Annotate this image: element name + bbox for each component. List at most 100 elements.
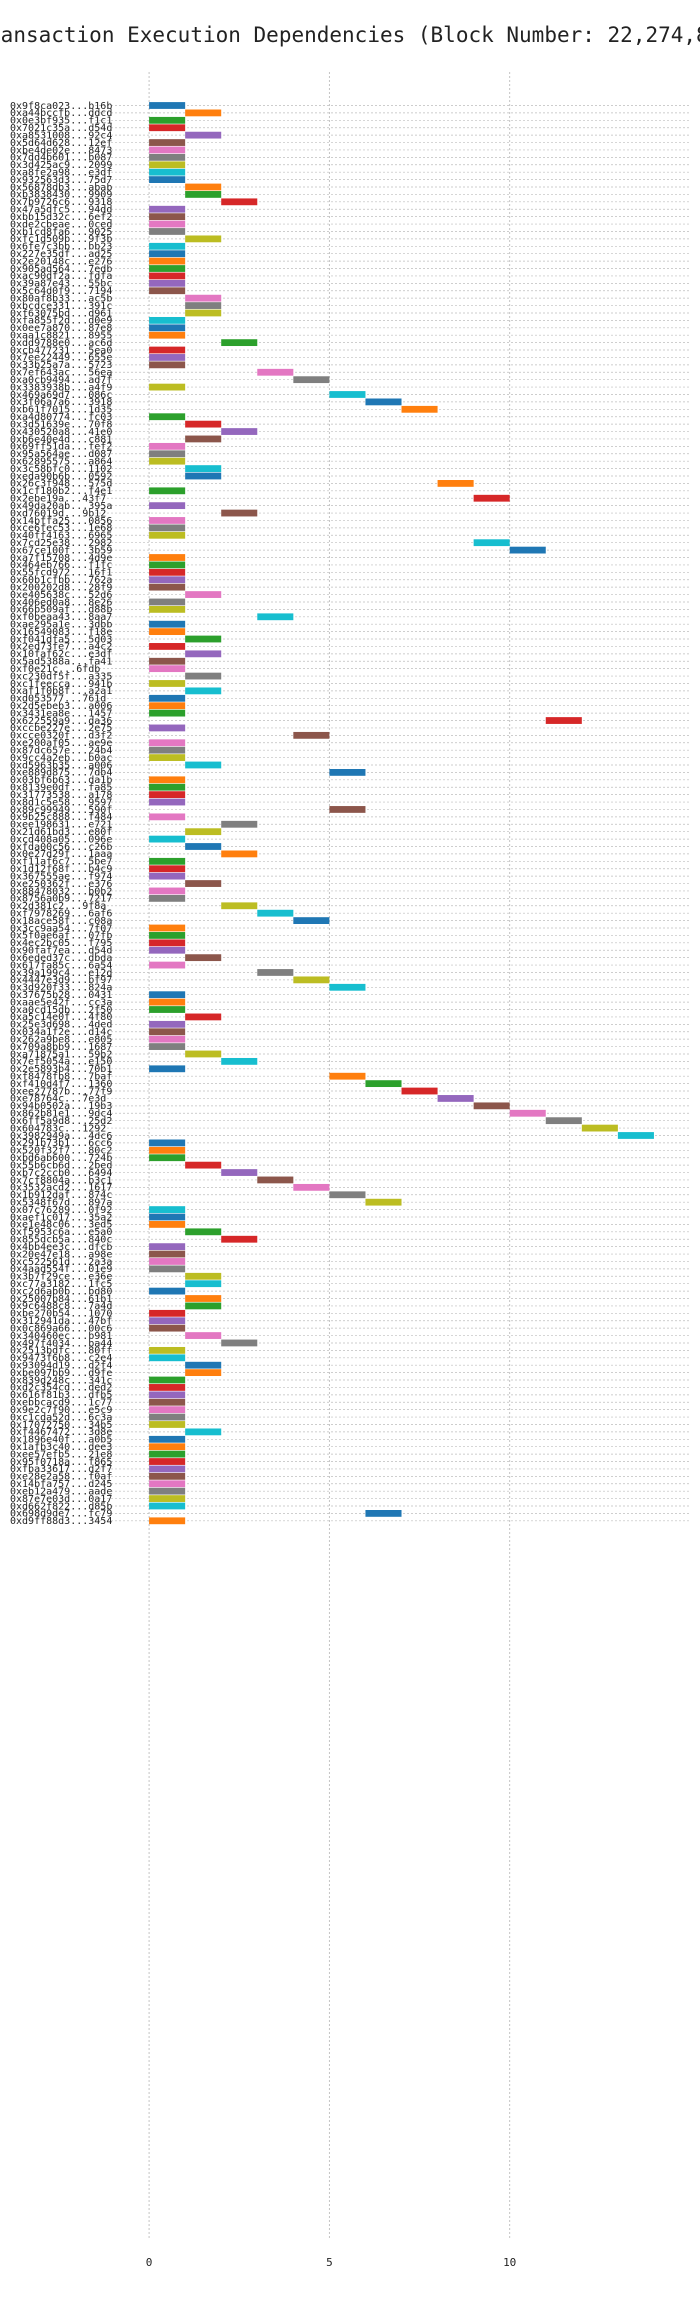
transaction-bar (149, 991, 186, 999)
transaction-bar (185, 954, 222, 962)
transaction-label: 0x1b912daf...874c (10, 1190, 112, 1201)
transaction-label: 0x604783c...1292 (10, 1123, 106, 1134)
transaction-label: 0x18ace58f...c08a (10, 916, 112, 927)
transaction-bar (149, 220, 186, 228)
transaction-bar (149, 279, 186, 287)
transaction-bar (473, 1102, 510, 1110)
transaction-label: 0xf410d4f7...1360 (10, 1079, 112, 1090)
transaction-label: 0x709a8bb9...1687 (10, 1042, 112, 1053)
transaction-bar (149, 946, 186, 954)
transaction-bar (149, 102, 186, 109)
transaction-label: 0x2d5ebeb3...a006 (10, 701, 112, 712)
transaction-bar (257, 613, 294, 621)
transaction-bar (221, 1235, 258, 1243)
transaction-label: 0xac90df2a...fdfa (10, 271, 112, 282)
transaction-bar (185, 191, 222, 198)
transaction-bar (149, 1065, 186, 1073)
transaction-bar (149, 331, 186, 339)
transaction-label: 0x47a5dfc5...94dd (10, 205, 112, 216)
transaction-bar (329, 1191, 366, 1199)
transaction-bar (149, 865, 186, 873)
transaction-label: 0xbe4de02e...8473 (10, 145, 112, 156)
transaction-label: 0x93094d19...d2f4 (10, 1361, 112, 1372)
transaction-bar (149, 1502, 186, 1510)
transaction-bar (149, 176, 186, 183)
bars-layer (149, 102, 654, 1525)
transaction-label: 0x698d9de7...fc79 (10, 1509, 112, 1520)
transaction-label: 0x25007b84...61b1 (10, 1294, 112, 1305)
transaction-bar (149, 665, 186, 673)
transaction-bar (149, 620, 186, 628)
transaction-bar (365, 1080, 402, 1088)
transaction-bar (221, 198, 258, 206)
transaction-label: 0x2d381c2...9f8a (10, 901, 106, 912)
transaction-bar (185, 672, 222, 680)
transaction-bar (185, 309, 222, 317)
transaction-bar (149, 1309, 186, 1317)
transaction-bar (185, 635, 222, 643)
transaction-bar (149, 524, 186, 532)
transaction-bar (185, 1228, 222, 1236)
transaction-label: 0x862b81e1...9dc4 (10, 1109, 112, 1120)
transaction-label: 0x10faf62c...e3df (10, 649, 112, 660)
transaction-bar (149, 1435, 186, 1443)
transaction-label: 0x7ee22449...655e (10, 353, 112, 364)
transaction-bar (149, 1421, 186, 1428)
transaction-label: 0x905ad564...7edb (10, 264, 112, 275)
transaction-bar (149, 1472, 186, 1480)
transaction-bar (149, 791, 186, 799)
transaction-label: 0x60b1cfbb...762a (10, 575, 112, 586)
transaction-label: 0x4aad554f...01e9 (10, 1264, 112, 1275)
transaction-label: 0xfa855f2d...d0e9 (10, 316, 112, 327)
transaction-label: 0x430520a8...41e0 (10, 427, 112, 438)
transaction-label: 0xb1cd8fa6...9025 (10, 227, 112, 238)
transaction-label: 0x8139e0df...fa85 (10, 783, 112, 794)
transaction-label: 0x40ff4163...6965 (10, 531, 112, 542)
transaction-bar (149, 709, 186, 717)
transaction-bar (185, 1428, 222, 1436)
transaction-bar (545, 1117, 582, 1125)
transaction-label: 0xee198631...e721 (10, 820, 112, 831)
transaction-label: 0xde2cbeae...0ced (10, 219, 112, 230)
transaction-bar (149, 1324, 186, 1332)
transaction-label: 0xaef1c017...35a2 (10, 1212, 112, 1223)
transaction-label: 0x932563d3...75d7 (10, 175, 112, 186)
transaction-label: 0x5f0ae6af...07fb (10, 931, 112, 942)
transaction-bar (149, 1146, 186, 1154)
transaction-label: 0xf4467472...3d8e (10, 1427, 112, 1438)
transaction-label: 0x25e3d698...4ded (10, 1020, 112, 1031)
transaction-label: 0x5ad5388a...fa41 (10, 657, 112, 668)
transaction-bar (185, 591, 222, 598)
transaction-bar (149, 442, 186, 450)
transaction-label: 0x200202d8...28f9 (10, 582, 112, 593)
transaction-bar (149, 1398, 186, 1406)
transaction-bar (149, 932, 186, 939)
transaction-bar (149, 1258, 186, 1265)
transaction-label: 0x4bb4ee3c...dfcb (10, 1242, 112, 1253)
transaction-bar (149, 1287, 186, 1295)
transaction-label: 0x7cf8804a...b3c1 (10, 1175, 112, 1186)
transaction-label: 0x89c99949...590f (10, 805, 112, 816)
transaction-bar (329, 806, 366, 813)
transaction-label: 0xbe097bb9...d9fe (10, 1368, 112, 1379)
transaction-label: 0x262a9be8...e805 (10, 1034, 112, 1045)
transaction-bar (221, 509, 258, 517)
transaction-bar (149, 228, 186, 235)
transaction-label: 0x406ed0a8...8e26 (10, 597, 112, 608)
transaction-label: 0x9473f6b8...c2e4 (10, 1353, 112, 1364)
transaction-label: 0x95a564ae...d087 (10, 449, 112, 460)
transaction-bar (185, 294, 222, 302)
transaction-bar (509, 546, 546, 554)
transaction-label: 0x4ec2bc05...f795 (10, 938, 112, 949)
transaction-label: 0xbe270b54...1070 (10, 1309, 112, 1320)
transaction-bar (257, 368, 294, 376)
transaction-bar (149, 1354, 186, 1362)
transaction-bar (149, 1213, 186, 1221)
transaction-bar (401, 405, 438, 413)
transaction-label: 0x5c64d0f9...7194 (10, 286, 112, 297)
transaction-bar (185, 435, 222, 443)
transaction-bar (185, 1295, 222, 1302)
transaction-label: 0xee57efb5...21e8 (10, 1449, 112, 1460)
transaction-bar (149, 124, 186, 132)
